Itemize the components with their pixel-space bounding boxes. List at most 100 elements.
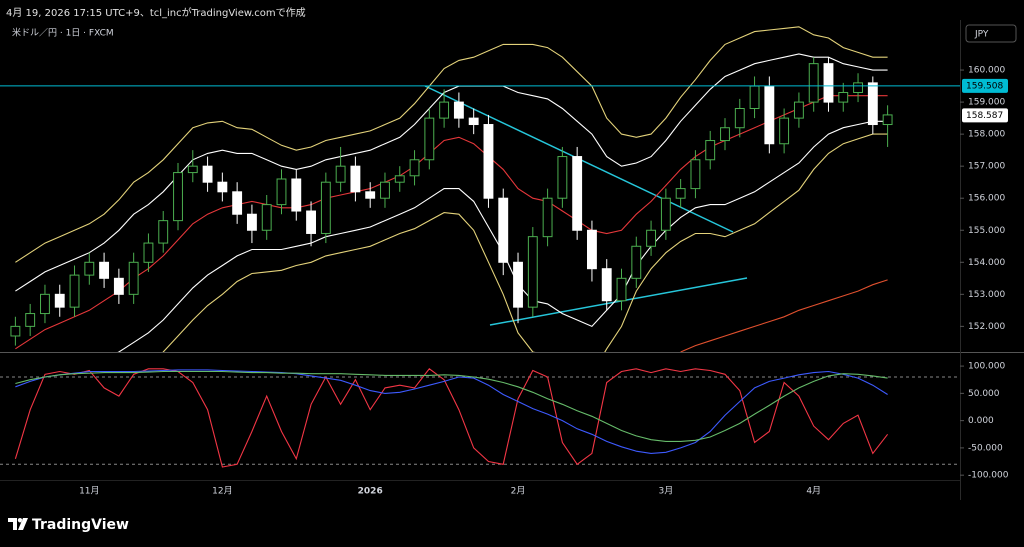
- price-label-box: [962, 108, 1008, 123]
- x-tick-label: 2月: [511, 486, 526, 497]
- y-tick-label: 155.000: [968, 226, 1005, 236]
- candle-body: [779, 117, 790, 145]
- x-tick-label: 2026: [358, 487, 383, 497]
- candle-body: [10, 325, 21, 337]
- logo-text: TradingView: [32, 517, 129, 533]
- price-label-box: [962, 78, 1008, 93]
- candle-body: [631, 245, 642, 279]
- logo-icon: [8, 518, 28, 530]
- y-tick-label: 50.000: [968, 389, 1000, 399]
- candle-body: [128, 261, 139, 295]
- candle-body: [867, 82, 878, 126]
- candle-body: [557, 156, 568, 199]
- indicator-line: [15, 95, 888, 350]
- candle-body: [143, 242, 154, 263]
- candle-body: [793, 101, 804, 119]
- candle-body: [202, 165, 213, 183]
- currency-label: JPY: [974, 30, 989, 40]
- candle-body: [483, 124, 494, 199]
- x-tick-label: 4月: [806, 486, 821, 497]
- candle-body: [808, 63, 819, 103]
- candle-body: [113, 277, 124, 295]
- candle-body: [572, 156, 583, 231]
- candle-body: [54, 293, 65, 308]
- candle-body: [749, 85, 760, 110]
- candle-body: [350, 165, 361, 193]
- y-tick-label: 156.000: [968, 194, 1005, 204]
- x-tick-label: 12月: [212, 486, 232, 497]
- candle-body: [276, 178, 287, 206]
- candle-body: [439, 101, 450, 119]
- candle-body: [542, 197, 553, 238]
- candle-body: [394, 175, 405, 183]
- chart-background: [0, 20, 1024, 500]
- candle-body: [453, 101, 464, 119]
- y-tick-label: -50.000: [968, 443, 1003, 453]
- candle-body: [882, 114, 893, 126]
- candle-body: [601, 268, 612, 302]
- x-tick-label: 3月: [658, 486, 673, 497]
- y-tick-label: 153.000: [968, 290, 1005, 300]
- indicator-line: [162, 133, 888, 352]
- candle-body: [705, 140, 716, 161]
- candle-body: [734, 108, 745, 129]
- candle-body: [69, 274, 80, 308]
- y-tick-label: 158.000: [968, 130, 1005, 140]
- candle-body: [232, 191, 243, 215]
- indicator-line: [15, 53, 888, 292]
- candle-body: [187, 165, 198, 174]
- oscillator-marks: [0, 368, 960, 468]
- indicator-line: [117, 120, 888, 352]
- candle-body: [646, 229, 657, 247]
- candle-body: [468, 117, 479, 126]
- candle-body: [246, 213, 257, 231]
- candle-body: [25, 313, 36, 327]
- candle-body: [261, 204, 272, 231]
- y-tick-label: -100.000: [968, 471, 1009, 481]
- candle-body: [291, 178, 302, 212]
- candle-body: [158, 220, 169, 244]
- candle-body: [380, 181, 390, 199]
- candle-body: [660, 197, 671, 231]
- x-tick-label: 11月: [79, 486, 99, 497]
- candle-body: [99, 261, 110, 279]
- candle-body: [409, 159, 420, 177]
- indicator-line: [15, 370, 888, 442]
- candle-body: [764, 85, 775, 145]
- y-tick-label: 159.000: [968, 98, 1005, 108]
- currency-box[interactable]: [965, 24, 1017, 43]
- candle-body: [335, 165, 346, 183]
- price-label: 158.587: [966, 111, 1003, 121]
- y-tick-label: 157.000: [968, 162, 1005, 172]
- candle-body: [306, 210, 316, 234]
- logo: TradingView: [8, 517, 129, 533]
- y-tick-label: 160.000: [968, 66, 1005, 76]
- candle-body: [823, 63, 834, 103]
- symbol-label: 米ドル／円 · 1日 · FXCM: [12, 27, 114, 39]
- candle-body: [84, 261, 95, 276]
- price-marks: [0, 26, 960, 352]
- candle-body: [498, 197, 509, 263]
- candle-body: [424, 117, 435, 161]
- candle-body: [173, 172, 183, 222]
- candle-body: [217, 181, 228, 193]
- candle-body: [675, 188, 686, 199]
- candle-body: [616, 277, 627, 302]
- candle-body: [527, 236, 538, 308]
- price-label: 159.508: [966, 81, 1003, 91]
- candle-body: [838, 91, 849, 103]
- indicator-line: [15, 369, 888, 454]
- candle-body: [853, 82, 863, 93]
- candle-body: [40, 293, 50, 315]
- candle-body: [587, 229, 597, 270]
- y-tick-label: 0.000: [968, 416, 994, 426]
- candle-body: [690, 159, 701, 190]
- candle-body: [365, 191, 376, 199]
- indicator-line: [15, 26, 888, 263]
- indicator-line: [680, 279, 888, 352]
- trend-line: [489, 277, 748, 326]
- y-tick-label: 100.000: [968, 362, 1005, 372]
- candle-body: [513, 261, 523, 308]
